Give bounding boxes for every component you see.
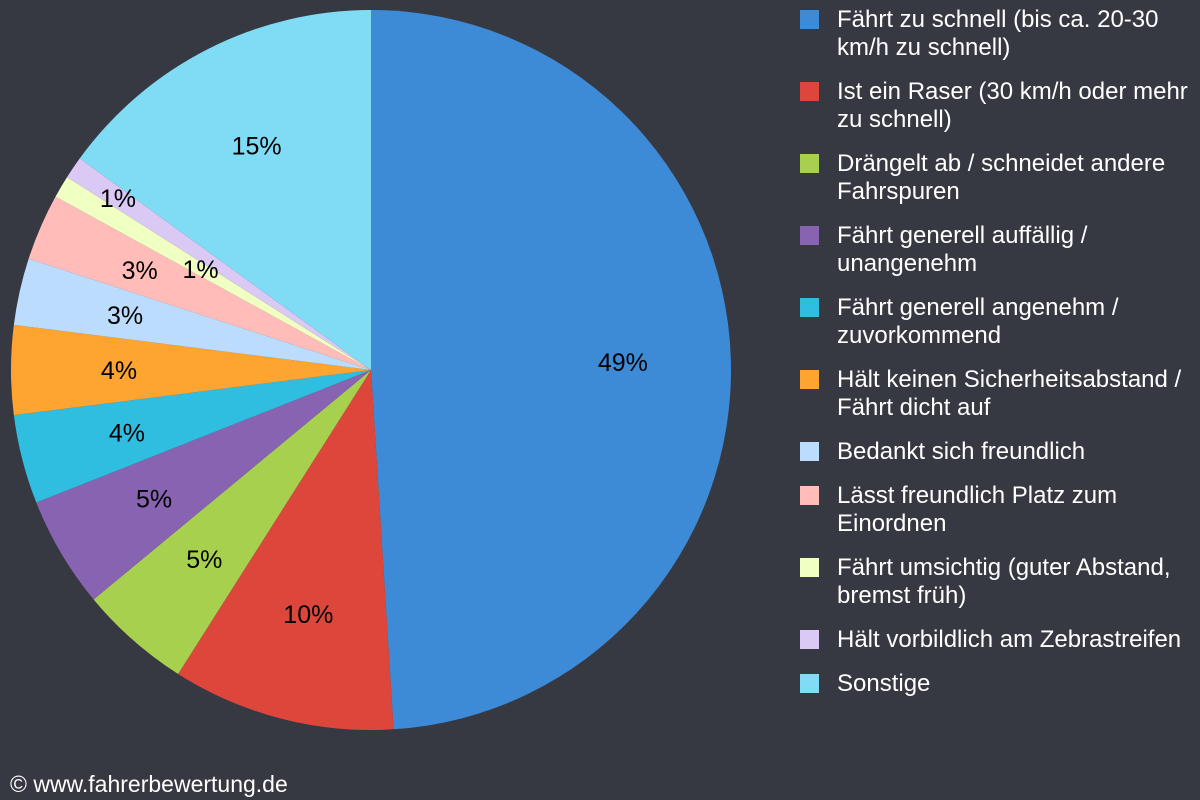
pie-slice xyxy=(36,370,372,600)
legend-label: Fährt generell auffällig / unangenehm xyxy=(837,222,1088,277)
legend-label: Hält vorbildlich am Zebrastreifen xyxy=(837,626,1182,653)
slice-label: 3% xyxy=(107,302,143,330)
legend-item: Ist ein Raser (30 km/h oder mehr zu schn… xyxy=(800,78,1195,134)
slice-label: 10% xyxy=(283,601,333,629)
legend-item: Fährt umsichtig (guter Abstand, bremst f… xyxy=(800,554,1195,610)
slice-label: 4% xyxy=(109,420,145,448)
legend-item: Bedankt sich freundlich xyxy=(800,438,1195,466)
legend-swatch xyxy=(800,226,819,245)
legend: Fährt zu schnell (bis ca. 20-30 km/h zu … xyxy=(800,6,1195,714)
slice-label: 5% xyxy=(186,546,222,574)
legend-label: Bedankt sich freundlich xyxy=(837,438,1086,465)
pie-slice xyxy=(13,258,371,370)
legend-swatch xyxy=(800,558,819,577)
legend-label: Hält keinen Sicherheitsabstand / Fährt d… xyxy=(837,366,1182,421)
pie-slice xyxy=(178,370,394,730)
pie-slice xyxy=(371,10,731,730)
legend-swatch xyxy=(800,298,819,317)
legend-label: Lässt freundlich Platz zum Einordnen xyxy=(837,482,1118,537)
slice-label: 5% xyxy=(136,485,172,513)
legend-item: Fährt generell angenehm / zuvorkommend xyxy=(800,294,1195,350)
slice-label: 3% xyxy=(122,257,158,285)
legend-swatch xyxy=(800,82,819,101)
slice-label: 15% xyxy=(232,132,282,160)
legend-label: Fährt zu schnell (bis ca. 20-30 km/h zu … xyxy=(837,6,1159,61)
pie-slice xyxy=(79,10,372,370)
slice-label: 4% xyxy=(101,357,137,385)
legend-swatch xyxy=(800,486,819,505)
legend-label: Drängelt ab / schneidet andere Fahrspure… xyxy=(837,150,1166,205)
pie-chart: 49% 10% 5% 5% 4% 4% 3% 3% 1% 1% 15% xyxy=(10,10,731,730)
legend-item: Hält keinen Sicherheitsabstand / Fährt d… xyxy=(800,366,1195,422)
slice-label: 1% xyxy=(100,185,136,213)
slice-label: 49% xyxy=(598,349,648,377)
legend-label: Fährt generell angenehm / zuvorkommend xyxy=(837,294,1119,349)
legend-swatch xyxy=(800,154,819,173)
legend-item: Hält vorbildlich am Zebrastreifen xyxy=(800,626,1195,654)
legend-swatch xyxy=(800,10,819,29)
legend-label: Sonstige xyxy=(837,670,931,697)
legend-swatch xyxy=(800,442,819,461)
copyright: © www.fahrerbewertung.de xyxy=(10,771,288,797)
pie-slice xyxy=(93,370,371,674)
legend-item: Fährt generell auffällig / unangenehm xyxy=(800,222,1195,278)
legend-swatch xyxy=(800,370,819,389)
legend-item: Fährt zu schnell (bis ca. 20-30 km/h zu … xyxy=(800,6,1195,62)
slice-label: 1% xyxy=(183,256,219,284)
pie-slice xyxy=(55,177,371,370)
pie-slice xyxy=(13,370,371,503)
legend-item: Drängelt ab / schneidet andere Fahrspure… xyxy=(800,150,1195,206)
legend-item: Sonstige xyxy=(800,670,1195,698)
legend-item: Lässt freundlich Platz zum Einordnen xyxy=(800,482,1195,538)
pie-slice xyxy=(67,158,372,370)
pie-slice xyxy=(28,196,371,370)
legend-label: Ist ein Raser (30 km/h oder mehr zu schn… xyxy=(837,78,1188,133)
legend-swatch xyxy=(800,630,819,649)
legend-label: Fährt umsichtig (guter Abstand, bremst f… xyxy=(837,554,1171,609)
legend-swatch xyxy=(800,674,819,693)
pie-slice xyxy=(10,324,372,416)
